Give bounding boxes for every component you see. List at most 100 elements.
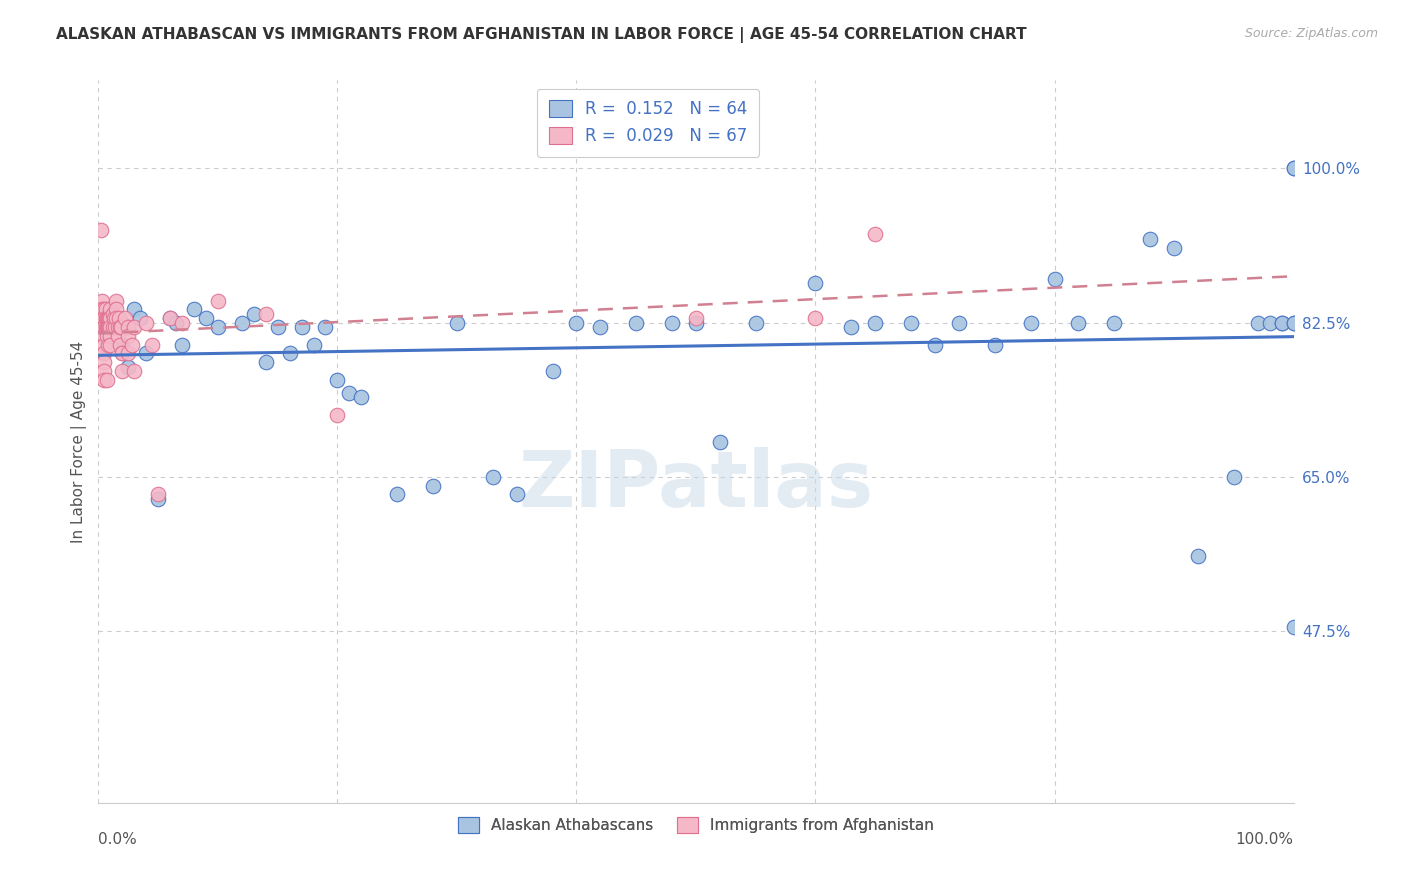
Point: [93, 316, 115, 330]
Point: [254, 355, 277, 369]
Point: [90, 223, 112, 237]
Point: [93, 311, 115, 326]
Point: [91, 293, 114, 308]
Point: [93, 346, 115, 360]
Point: [97, 320, 120, 334]
Point: [98, 311, 121, 326]
Point: [93, 355, 115, 369]
Point: [924, 337, 946, 351]
Point: [93, 328, 115, 343]
Point: [1067, 316, 1090, 330]
Point: [685, 311, 707, 326]
Point: [1043, 271, 1066, 285]
Point: [291, 320, 314, 334]
Point: [1282, 316, 1305, 330]
Point: [91, 311, 114, 326]
Point: [101, 307, 124, 321]
Point: [1258, 316, 1281, 330]
Point: [97, 320, 120, 334]
Point: [129, 311, 152, 326]
Text: Source: ZipAtlas.com: Source: ZipAtlas.com: [1244, 27, 1378, 40]
Point: [121, 337, 143, 351]
Point: [1163, 241, 1185, 255]
Point: [135, 316, 157, 330]
Point: [326, 373, 349, 387]
Point: [1282, 316, 1305, 330]
Point: [117, 320, 139, 334]
Point: [148, 487, 170, 501]
Point: [339, 386, 361, 401]
Point: [98, 302, 122, 317]
Point: [446, 316, 468, 330]
Point: [207, 320, 229, 334]
Point: [541, 364, 564, 378]
Legend: Alaskan Athabascans, Immigrants from Afghanistan: Alaskan Athabascans, Immigrants from Afg…: [449, 808, 943, 842]
Point: [97, 337, 120, 351]
Point: [506, 487, 529, 501]
Point: [91, 302, 114, 317]
Point: [103, 311, 125, 326]
Point: [709, 434, 731, 449]
Point: [267, 320, 290, 334]
Point: [159, 311, 181, 326]
Point: [165, 316, 187, 330]
Point: [481, 470, 505, 484]
Point: [111, 316, 134, 330]
Point: [1247, 316, 1270, 330]
Point: [135, 346, 157, 360]
Point: [315, 320, 337, 334]
Point: [96, 328, 118, 343]
Point: [105, 311, 128, 326]
Point: [111, 364, 134, 378]
Point: [91, 320, 114, 334]
Point: [148, 491, 170, 506]
Point: [107, 311, 129, 326]
Point: [98, 337, 122, 351]
Point: [111, 346, 134, 360]
Point: [98, 320, 122, 334]
Point: [172, 337, 194, 351]
Point: [207, 293, 229, 308]
Text: 100.0%: 100.0%: [1236, 831, 1294, 847]
Point: [565, 316, 588, 330]
Point: [107, 320, 129, 334]
Point: [1104, 316, 1126, 330]
Point: [326, 408, 349, 422]
Point: [243, 307, 266, 321]
Point: [1282, 161, 1305, 176]
Point: [302, 337, 325, 351]
Point: [661, 316, 683, 330]
Point: [96, 320, 118, 334]
Point: [254, 307, 277, 321]
Point: [1139, 232, 1161, 246]
Point: [984, 337, 1007, 351]
Point: [350, 391, 373, 405]
Point: [865, 227, 887, 242]
Point: [117, 328, 139, 343]
Y-axis label: In Labor Force | Age 45-54: In Labor Force | Age 45-54: [72, 341, 87, 542]
Point: [98, 328, 122, 343]
Text: ZIPatlas: ZIPatlas: [519, 447, 873, 523]
Point: [804, 276, 827, 290]
Point: [1223, 470, 1246, 484]
Point: [385, 487, 409, 501]
Point: [948, 316, 970, 330]
Point: [589, 320, 612, 334]
Point: [104, 320, 127, 334]
Point: [865, 316, 887, 330]
Point: [105, 293, 128, 308]
Point: [97, 311, 120, 326]
Point: [108, 337, 131, 351]
Point: [94, 311, 117, 326]
Point: [93, 373, 115, 387]
Point: [94, 302, 117, 317]
Point: [1019, 316, 1042, 330]
Point: [93, 320, 115, 334]
Point: [183, 302, 205, 317]
Point: [108, 320, 131, 334]
Point: [111, 346, 134, 360]
Point: [91, 311, 114, 326]
Point: [141, 337, 163, 351]
Point: [124, 364, 146, 378]
Point: [231, 316, 253, 330]
